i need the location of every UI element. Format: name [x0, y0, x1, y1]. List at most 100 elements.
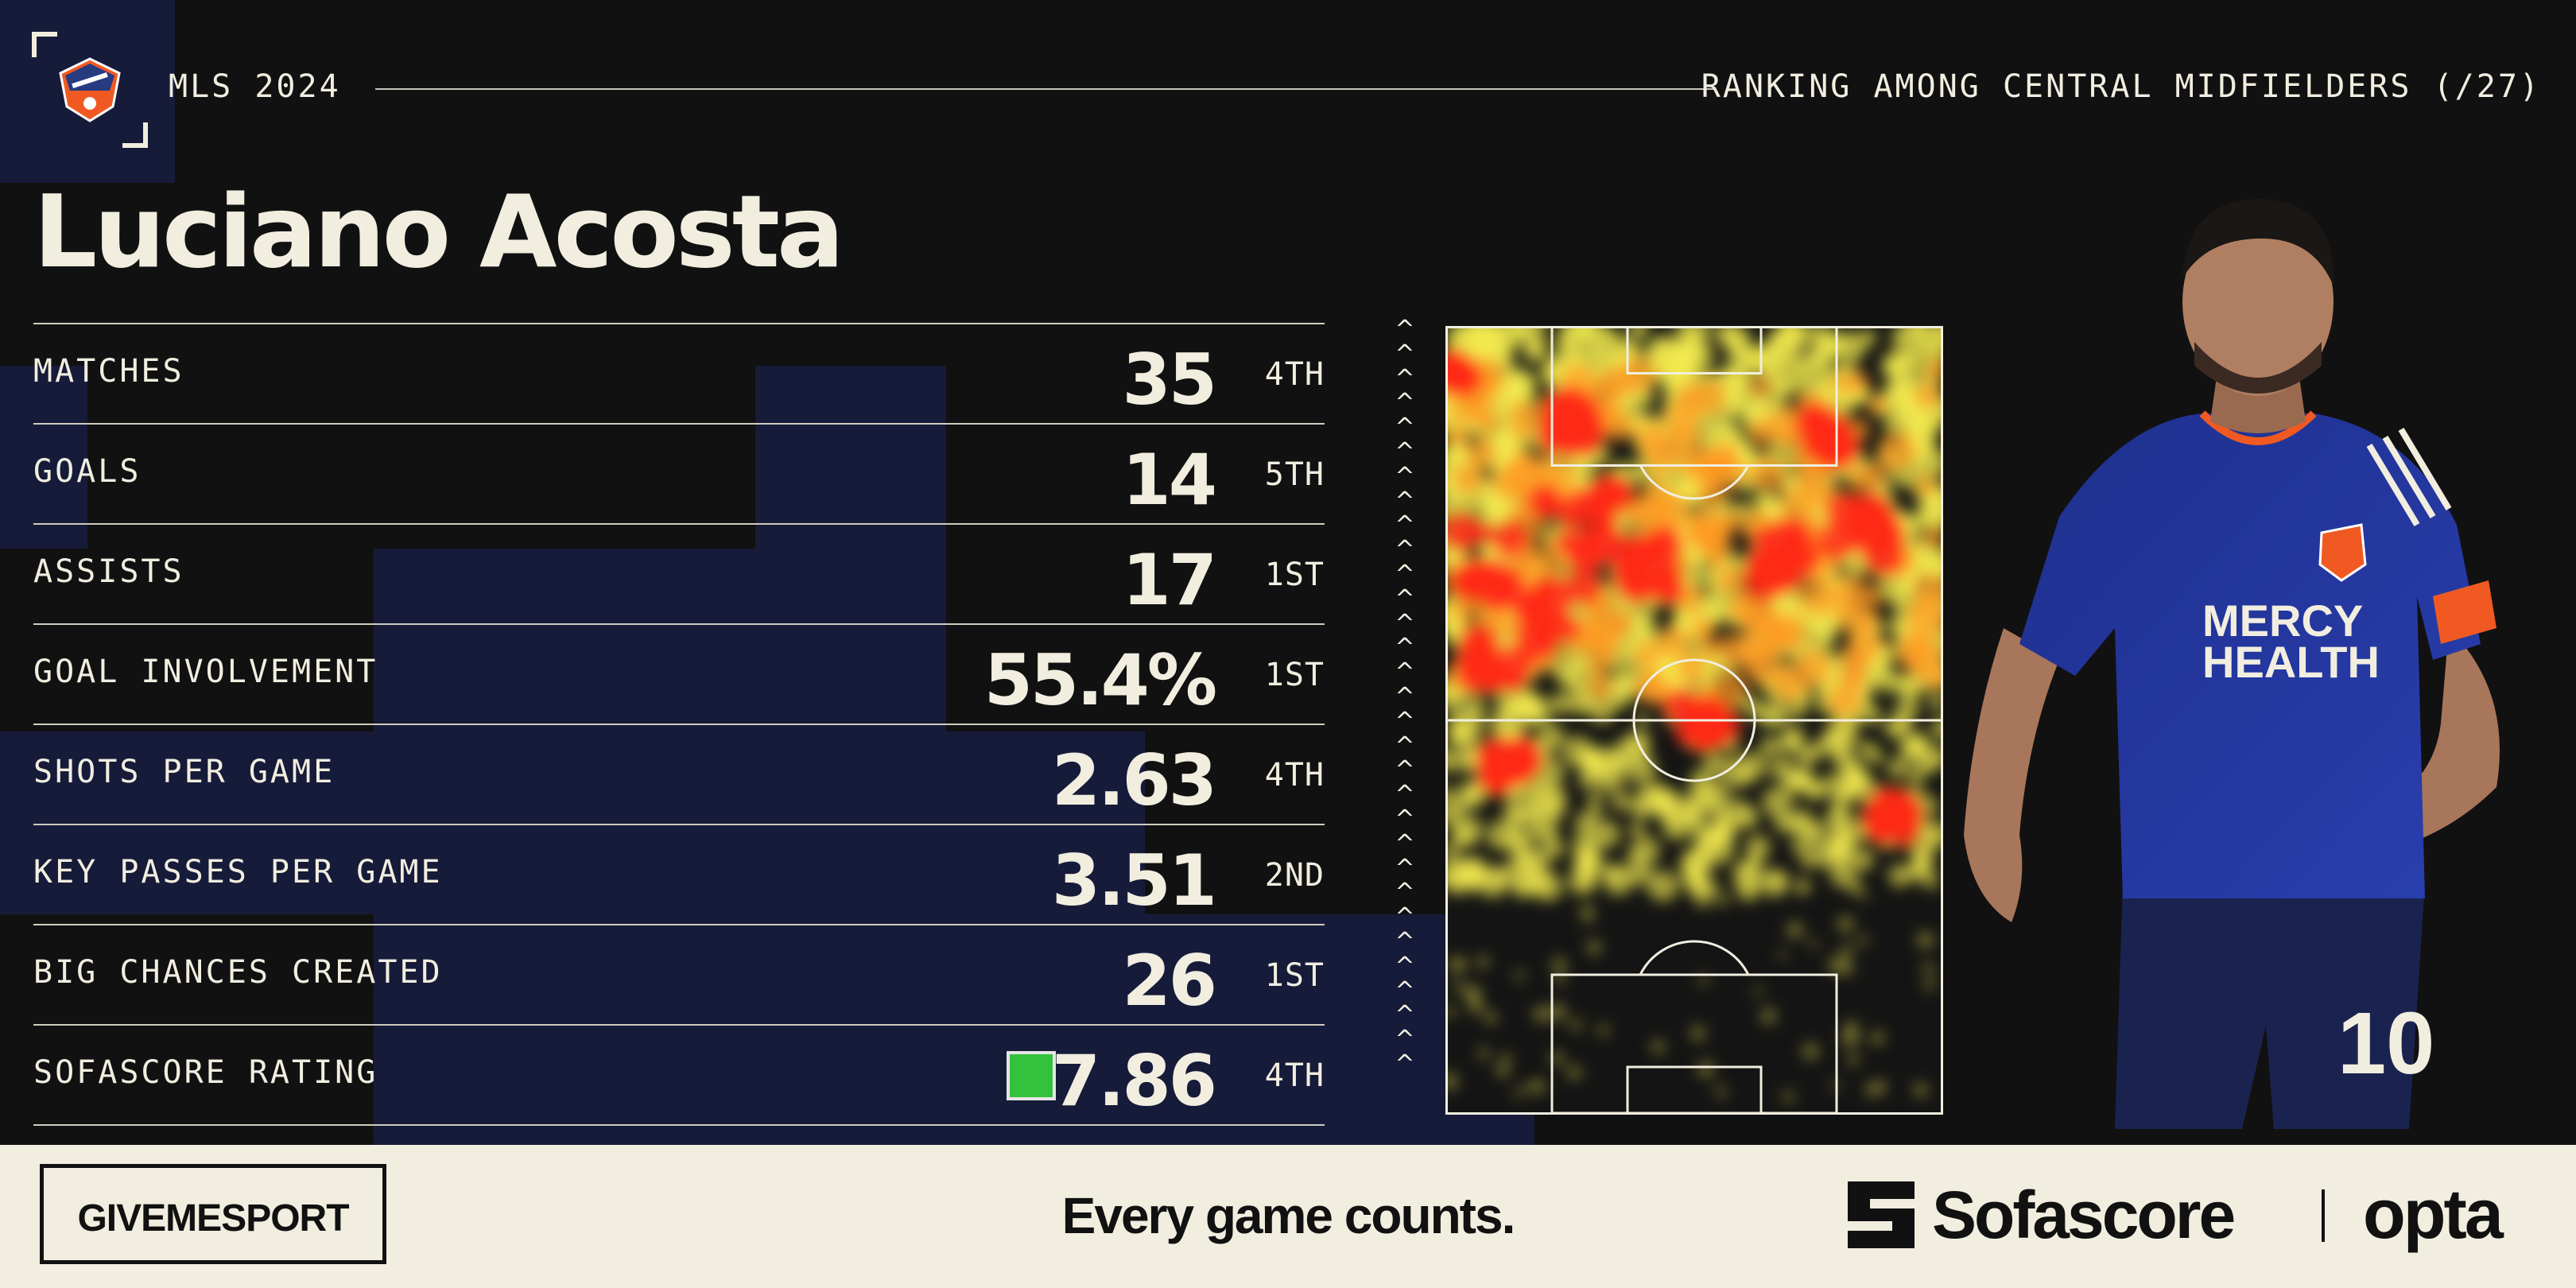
heat-blob	[1878, 431, 1918, 471]
chevron-up-icon: ^	[1395, 781, 1415, 809]
heat-blob	[1779, 730, 1803, 755]
heat-blob	[1847, 1053, 1859, 1065]
heat-blob	[1745, 834, 1771, 860]
heat-blob	[1702, 543, 1727, 568]
heat-blob	[1532, 1079, 1546, 1093]
heat-blob	[1445, 1073, 1458, 1090]
heat-blob	[1870, 1030, 1885, 1046]
partner-separator	[2322, 1189, 2325, 1242]
heat-blob	[1582, 764, 1604, 786]
stat-label: BIG CHANCES CREATED	[33, 954, 443, 991]
background-block	[0, 366, 87, 549]
heat-blob	[1675, 326, 1696, 339]
heat-blob	[1840, 945, 1853, 958]
heat-blob	[1802, 829, 1821, 848]
chevron-up-icon: ^	[1395, 584, 1415, 613]
heat-blob	[1763, 518, 1805, 561]
chevron-up-icon: ^	[1395, 560, 1415, 588]
heat-blob	[1821, 331, 1845, 354]
chevron-up-icon: ^	[1395, 609, 1415, 638]
heat-blob	[1801, 473, 1835, 506]
footer-tagline: Every game counts.	[1061, 1187, 1516, 1244]
heat-blob	[1860, 891, 1869, 900]
heat-blob	[1457, 654, 1498, 696]
heat-blob	[1558, 506, 1582, 530]
stat-value: 3.51	[1051, 840, 1217, 921]
stat-value: 17	[1122, 539, 1217, 621]
stat-row-assists: ASSISTS 17 1ST	[33, 523, 1325, 623]
heat-blob	[1802, 1043, 1819, 1060]
heat-blob	[1678, 454, 1705, 481]
heat-blob	[1715, 326, 1740, 347]
stat-rank: 1ST	[1264, 557, 1325, 593]
givemesport-logo-text: GIVEMESPORT	[77, 1197, 349, 1240]
heat-blob	[1898, 676, 1923, 701]
heat-blob	[1445, 801, 1461, 826]
heat-blob	[1512, 421, 1533, 441]
club-logo	[32, 32, 148, 148]
heat-blob	[1632, 787, 1662, 817]
chevron-up-icon: ^	[1395, 1049, 1415, 1078]
heat-blob	[1840, 642, 1867, 669]
heat-blob	[1550, 463, 1577, 491]
chevron-up-icon: ^	[1395, 462, 1415, 491]
heat-blob	[1521, 866, 1551, 896]
pitch-markings	[1445, 326, 1943, 1115]
heat-blob	[1647, 870, 1679, 902]
heat-blob	[1869, 750, 1884, 765]
heat-blob	[1666, 423, 1702, 460]
heat-blob	[1690, 1026, 1705, 1041]
heat-blob	[1577, 615, 1614, 652]
heat-blob	[1693, 824, 1717, 848]
heat-blob	[1662, 809, 1693, 841]
heat-blob	[1837, 916, 1854, 933]
chevron-up-icon: ^	[1395, 316, 1415, 343]
player-head	[2182, 208, 2334, 396]
heat-blob	[1917, 931, 1934, 949]
chevron-up-icon: ^	[1395, 976, 1415, 1005]
heat-blob	[1445, 510, 1483, 553]
heat-blob	[1922, 326, 1943, 355]
stat-rank: 1ST	[1264, 657, 1325, 693]
stat-value: 14	[1122, 439, 1217, 521]
player-hair	[2182, 199, 2334, 286]
heat-blob	[1559, 414, 1581, 436]
heat-blob	[1690, 616, 1716, 642]
heat-blob	[1463, 696, 1486, 720]
stat-label: GOALS	[33, 453, 142, 490]
heat-blob	[1762, 786, 1794, 818]
heat-blob	[1791, 704, 1807, 720]
top-penalty-arc	[1639, 464, 1750, 500]
heat-blob	[1549, 692, 1570, 714]
chevron-up-icon: ^	[1395, 339, 1415, 368]
heat-blob	[1891, 326, 1926, 356]
bottom-six-yard-box	[1626, 1065, 1763, 1115]
stat-row-matches: MATCHES 35 4TH	[33, 323, 1325, 423]
heat-blob	[1694, 891, 1713, 909]
heat-blob	[1905, 597, 1943, 639]
chevron-up-icon: ^	[1395, 389, 1415, 417]
heat-blob	[1447, 706, 1462, 721]
heat-blob	[1698, 640, 1718, 660]
heat-blob	[1796, 747, 1818, 768]
heat-blob	[1800, 851, 1818, 869]
heat-blob	[1863, 502, 1897, 536]
heatmap-layer	[1445, 326, 1943, 1103]
heat-blob	[1915, 475, 1937, 497]
heat-blob	[1813, 417, 1841, 445]
heat-blob	[1533, 1006, 1550, 1022]
heat-blob	[1527, 693, 1542, 707]
heat-blob	[1830, 1080, 1840, 1090]
heat-blob	[1563, 531, 1596, 564]
heat-blob	[1651, 1040, 1665, 1054]
stat-label: MATCHES	[33, 353, 184, 390]
heat-blob	[1600, 476, 1636, 511]
heat-blob	[1626, 753, 1657, 785]
sofascore-wordmark: Sofascore	[1932, 1177, 2236, 1252]
heat-blob	[1857, 935, 1868, 946]
heat-blob	[1810, 783, 1825, 798]
chevron-up-icon: ^	[1395, 364, 1415, 393]
heat-blob	[1738, 860, 1755, 878]
heat-blob	[1514, 970, 1525, 981]
bottom-penalty-arc	[1639, 940, 1750, 976]
